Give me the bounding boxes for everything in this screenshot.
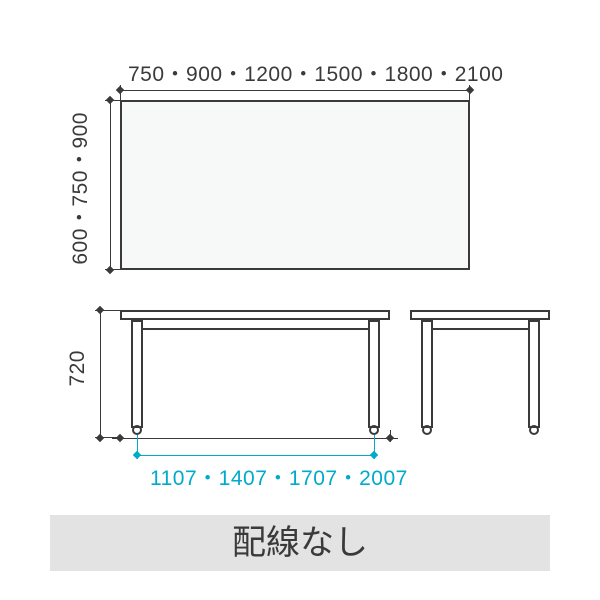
depth-dimension-label: 600・750・900	[66, 112, 96, 265]
caster-icon	[369, 425, 379, 435]
front-leg-right	[368, 320, 380, 428]
ext-line	[469, 85, 470, 100]
ext-line	[105, 100, 120, 101]
front-leg-left	[131, 320, 143, 428]
ext-line	[390, 430, 391, 442]
dim-line-leg-span	[137, 455, 374, 456]
ext-line	[105, 269, 120, 270]
plan-view	[120, 100, 470, 270]
dim-dot	[106, 266, 114, 274]
dim-dot	[96, 434, 104, 442]
side-tabletop	[410, 310, 550, 320]
front-tabletop	[120, 310, 390, 320]
ext-line-blue	[137, 435, 138, 459]
dim-line-left-plan	[110, 100, 111, 270]
height-dimension-label: 720	[66, 350, 90, 387]
side-apron	[421, 320, 540, 330]
caption-bar: 配線なし	[50, 515, 550, 571]
dimension-drawing: 750・900・1200・1500・1800・2100 600・750・900 …	[0, 0, 600, 600]
caster-icon	[529, 425, 539, 435]
dim-dot	[116, 434, 124, 442]
width-dimension-label: 750・900・1200・1500・1800・2100	[128, 58, 503, 88]
ext-line	[95, 310, 120, 311]
front-apron	[131, 320, 380, 330]
dim-line-bottom	[112, 438, 398, 439]
dim-line-left-elev	[100, 310, 101, 438]
side-leg-right	[528, 320, 540, 428]
ext-line	[120, 85, 121, 100]
caster-icon	[132, 425, 142, 435]
leg-span-dimension-label: 1107・1407・1707・2007	[150, 462, 408, 492]
dim-line-top	[120, 90, 470, 91]
caster-icon	[422, 425, 432, 435]
caption-text: 配線なし	[232, 524, 368, 562]
ext-line-blue	[374, 435, 375, 459]
side-leg-left	[421, 320, 433, 428]
